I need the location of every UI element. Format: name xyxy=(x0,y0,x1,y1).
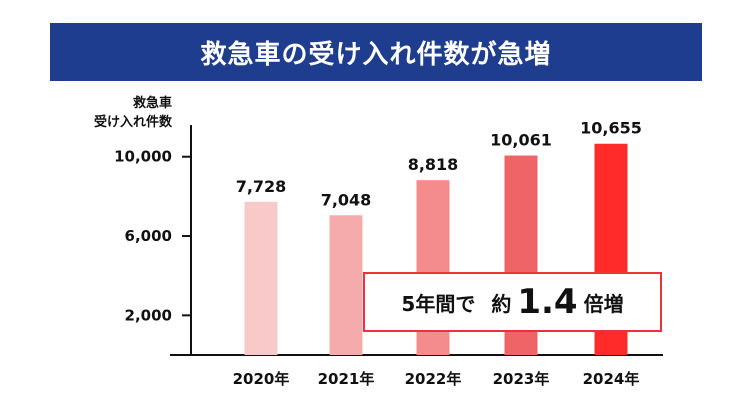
callout-approx: 約 xyxy=(491,291,512,316)
bar-value-label: 8,818 xyxy=(408,155,459,174)
y-axis-label: 救急車 受け入れ件数 xyxy=(60,94,172,132)
y-axis-label-line-1: 救急車 xyxy=(132,96,172,111)
x-tick-label: 2020年 xyxy=(233,370,290,388)
x-tick-label: 2021年 xyxy=(318,370,375,388)
bar-value-label: 10,655 xyxy=(580,119,642,138)
y-tick-label: 10,000 xyxy=(114,148,172,166)
x-tick-label: 2022年 xyxy=(405,370,462,388)
chart-title: 救急車の受け入れ件数が急増 xyxy=(200,39,552,70)
y-tick-label: 2,000 xyxy=(125,306,172,324)
x-tick-label: 2024年 xyxy=(583,370,640,388)
callout-suffix: 倍増 xyxy=(583,291,624,316)
bar-value-label: 10,061 xyxy=(490,131,552,150)
callout-prefix: 5年間で xyxy=(401,291,476,316)
growth-callout: 5年間で 約 1.4 倍増 xyxy=(363,272,662,332)
callout-value: 1.4 xyxy=(517,282,578,322)
title-banner: 救急車の受け入れ件数が急増 xyxy=(50,23,702,81)
bar xyxy=(244,201,278,355)
y-tick-label: 6,000 xyxy=(125,227,172,245)
bar-value-label: 7,728 xyxy=(236,177,287,196)
x-tick-label: 2023年 xyxy=(493,370,550,388)
bar xyxy=(329,215,363,355)
bar-value-label: 7,048 xyxy=(321,190,372,209)
y-axis-label-line-2: 受け入れ件数 xyxy=(93,115,172,130)
